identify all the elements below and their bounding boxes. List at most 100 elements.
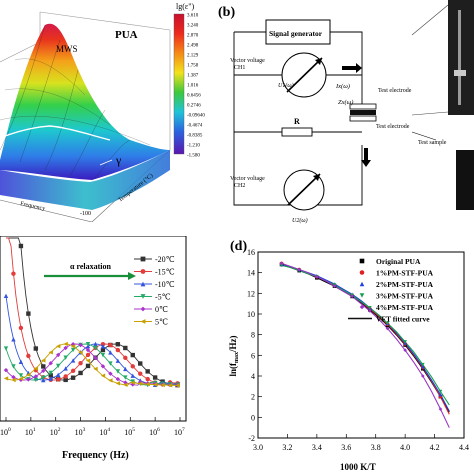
colorbar-tick-label: 1.387 — [187, 74, 199, 79]
ridge-line — [0, 125, 111, 141]
series-point — [85, 363, 91, 369]
xtick-label: 100 — [0, 427, 11, 437]
test-sample-label: Test sample — [418, 140, 447, 146]
series-point — [33, 366, 39, 371]
label-pua: PUA — [115, 29, 138, 41]
colorbar-tick-label: -1.580 — [187, 154, 200, 159]
series-point — [152, 375, 158, 380]
series-point — [93, 366, 98, 372]
panel-c-legend: -20℃ -15℃ -10℃ -5℃ 0℃ 5℃ — [134, 255, 175, 327]
colorbar-tick-label: 1.758 — [187, 64, 199, 69]
series-point — [123, 382, 128, 388]
series-line — [6, 237, 181, 386]
legend-label: 1%PM-STF-PUA — [376, 269, 434, 278]
series-point — [78, 350, 83, 355]
xtick-label: 4.2 — [430, 443, 440, 452]
xtick-label: 4.4 — [459, 443, 469, 452]
data-point — [421, 362, 425, 367]
series-point — [145, 376, 150, 382]
series-point — [33, 377, 39, 383]
colorbar-tick-label: -0.8385 — [187, 134, 203, 139]
series-point — [85, 342, 91, 347]
ytick-label: 4 — [251, 372, 255, 381]
series-point — [18, 243, 24, 249]
data-point — [421, 364, 425, 369]
panel-d-points — [279, 261, 443, 411]
series-point — [115, 342, 121, 347]
series-point — [11, 271, 16, 276]
series-point — [48, 350, 53, 355]
series-point — [123, 366, 128, 372]
series-point — [115, 358, 121, 363]
series-point — [93, 345, 98, 351]
legend-label: 2%PM-STF-PUA — [376, 280, 434, 289]
legend-marker — [359, 258, 365, 264]
series-point — [78, 342, 83, 348]
data-point — [368, 306, 372, 310]
resistor-label: R — [294, 117, 300, 126]
panel-d-xlabel: 1000 K/T — [340, 462, 376, 472]
panel-d-letter: (d) — [230, 239, 247, 254]
data-point — [438, 392, 443, 397]
series-point — [56, 377, 61, 382]
series-point — [138, 371, 143, 376]
mws-peak-surface — [0, 23, 170, 180]
series-point — [78, 361, 83, 366]
series-point — [152, 382, 158, 387]
series-point — [115, 369, 121, 374]
xtick-label: 104 — [99, 427, 110, 437]
series-point — [70, 368, 76, 374]
series-point — [175, 383, 180, 388]
series-point — [85, 347, 91, 353]
series-point — [63, 377, 68, 383]
series-point — [11, 377, 16, 383]
ytick-label: 12 — [247, 289, 255, 298]
legend-label: 3%PM-STF-PUA — [376, 292, 434, 301]
series-point — [3, 346, 9, 351]
series-point — [56, 372, 61, 378]
panel-d-ylabel: ln(fmax/Hz) — [228, 336, 240, 377]
series-point — [41, 364, 46, 369]
fit-line — [281, 264, 450, 406]
series-point — [63, 366, 68, 371]
colorbar-tick-label: 2.129 — [187, 54, 199, 59]
legend-label: -20℃ — [155, 255, 175, 264]
panel-a-svg: MWS PUA γ Temperature (°C) Frequency -10… — [0, 2, 205, 222]
data-point — [385, 321, 390, 326]
series-point — [100, 373, 106, 378]
colorbar-tick-label: 2.498 — [187, 44, 199, 49]
series-point — [41, 375, 46, 380]
xtick-label: 3.4 — [312, 443, 322, 452]
series-point — [160, 382, 165, 388]
series-point — [63, 374, 68, 379]
series-point — [85, 352, 91, 358]
vv-ch1-label: Vector voltage CH1 — [230, 58, 265, 71]
label-mws: MWS — [56, 44, 78, 54]
ytick-label: 14 — [247, 269, 255, 278]
series-point — [145, 369, 150, 374]
signal-generator-label: Signal generator — [269, 29, 323, 38]
series-point — [11, 364, 16, 369]
legend-label: VFT fitted curve — [376, 315, 430, 324]
series-point — [41, 377, 46, 383]
series-point — [33, 346, 39, 351]
ytick-label: 8 — [251, 331, 255, 340]
series-point — [41, 368, 46, 374]
series-point — [78, 370, 83, 376]
series-point — [70, 358, 76, 363]
series-point — [108, 342, 113, 348]
series-point — [138, 361, 143, 366]
series-point — [26, 372, 31, 378]
xtick-label: 106 — [149, 427, 160, 437]
series-point — [108, 361, 113, 366]
legend-marker — [140, 256, 146, 262]
fit-line — [281, 262, 450, 428]
panel-b-svg: (b) Signal generator R U1(ω) Vector volt… — [218, 0, 474, 224]
series-point — [3, 367, 9, 373]
legend-label: Original PUA — [376, 257, 421, 266]
u1-label: U1(ω) — [278, 82, 294, 89]
legend-label: -5℃ — [155, 293, 171, 302]
series-point — [93, 341, 98, 347]
xtick-label: 3.6 — [341, 443, 351, 452]
series-point — [48, 373, 53, 378]
